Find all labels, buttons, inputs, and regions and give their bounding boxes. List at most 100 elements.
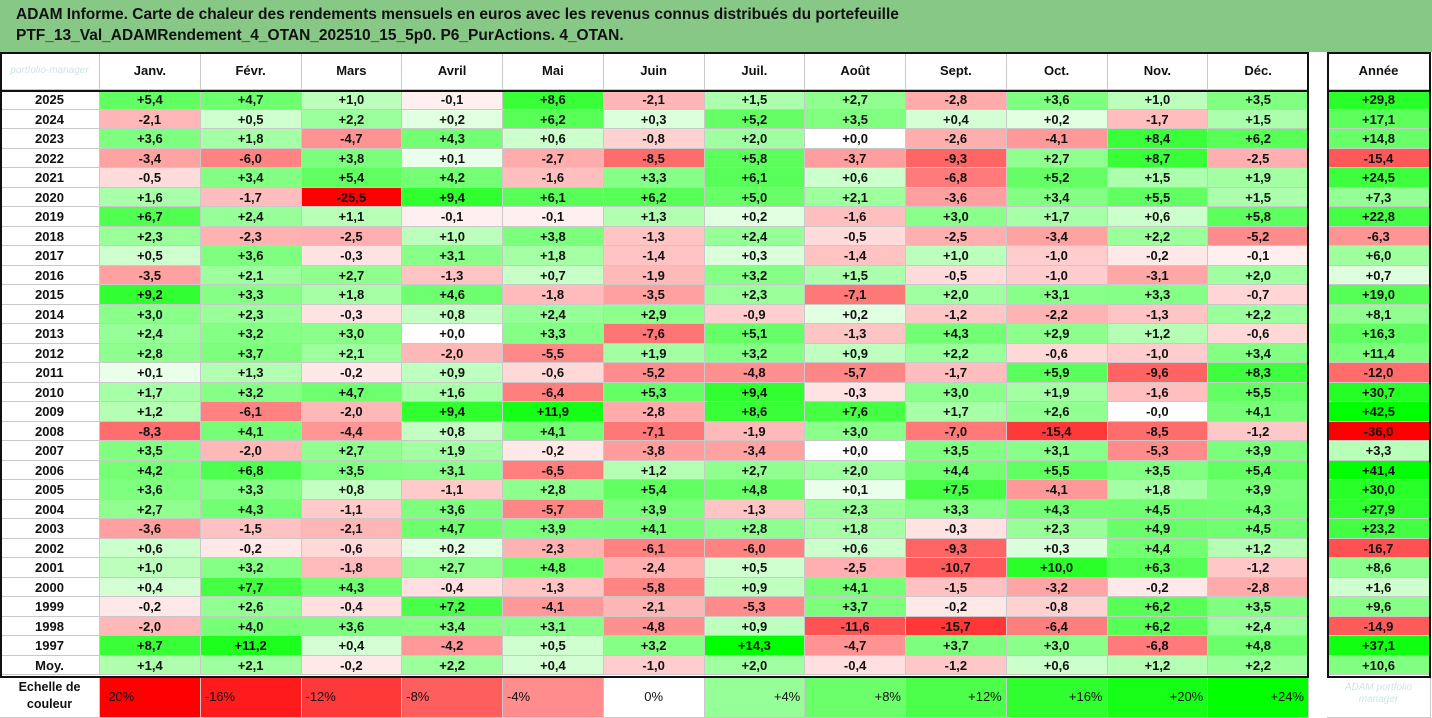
heatmap-cell: -3,4	[704, 441, 806, 461]
heatmap-cell: -2,6	[906, 129, 1007, 149]
heatmap-cell: +0,4	[301, 636, 403, 656]
average-label: Moy.	[0, 655, 100, 675]
heatmap-cell: +1,7	[1006, 207, 1108, 227]
column-header-9: Oct.	[1006, 52, 1108, 90]
heatmap-cell: -0,1	[503, 207, 604, 227]
heatmap-cell: +3,6	[100, 480, 201, 500]
heatmap-cell: -2,0	[402, 343, 503, 363]
heatmap-cell: +2,3	[805, 499, 906, 519]
heatmap-cell: -1,4	[603, 246, 705, 266]
column-header-5: Juin	[603, 52, 705, 90]
color-scale-swatch: +16%	[1006, 676, 1108, 718]
heatmap-cell: +0,5	[503, 636, 604, 656]
annual-cell: -16,7	[1327, 538, 1431, 558]
heatmap-cell: -1,5	[906, 577, 1007, 597]
heatmap-cell: -1,2	[906, 304, 1007, 324]
heatmap-cell: +4,2	[402, 168, 503, 188]
heatmap-cell: +9,2	[100, 285, 201, 305]
heatmap-cell: -5,7	[805, 363, 906, 383]
heatmap-cell: +4,8	[704, 480, 806, 500]
heatmap-cell: +3,9	[503, 519, 604, 539]
heatmap-cell: +8,4	[1107, 129, 1209, 149]
annual-cell: +17,1	[1327, 109, 1431, 129]
heatmap-cell: -1,6	[1107, 382, 1209, 402]
heatmap-cell: -0,0	[1107, 402, 1209, 422]
heatmap-cell: +0,3	[704, 246, 806, 266]
annual-cell: +30,0	[1327, 480, 1431, 500]
heatmap-cell: +0,9	[402, 363, 503, 383]
heatmap-cell: +1,8	[805, 519, 906, 539]
heatmap-cell: -9,3	[906, 148, 1007, 168]
heatmap-cell: +3,6	[200, 246, 302, 266]
heatmap-cell: -3,1	[1107, 265, 1209, 285]
heatmap-cell: +0,9	[704, 577, 806, 597]
column-header-4: Mai	[503, 52, 604, 90]
year-label: 1998	[0, 616, 100, 636]
heatmap-cell: +3,7	[805, 597, 906, 617]
heatmap-cell: +0,5	[704, 558, 806, 578]
heatmap-cell: -0,2	[906, 597, 1007, 617]
watermark-bottom-right: ADAM portfolio manager	[1327, 676, 1431, 718]
heatmap-cell: +6,1	[704, 168, 806, 188]
year-label: 2019	[0, 207, 100, 227]
heatmap-cell: -1,9	[704, 421, 806, 441]
heatmap-cell: +1,5	[805, 265, 906, 285]
heatmap-cell: +3,2	[603, 636, 705, 656]
heatmap-cell: +1,7	[906, 402, 1007, 422]
heatmap-cell: -4,2	[402, 636, 503, 656]
heatmap-cell: +3,9	[603, 499, 705, 519]
heatmap-cell: +3,3	[503, 324, 604, 344]
column-header-7: Août	[805, 52, 906, 90]
heatmap-cell: +5,8	[704, 148, 806, 168]
heatmap-cell: +0,2	[1006, 109, 1108, 129]
heatmap-cell: +2,0	[704, 129, 806, 149]
heatmap-cell: +3,7	[906, 636, 1007, 656]
heatmap-cell: -1,3	[603, 226, 705, 246]
heatmap-cell: +4,7	[301, 382, 403, 402]
heatmap-cell: +2,7	[1006, 148, 1108, 168]
column-header-3: Avril	[402, 52, 503, 90]
heatmap-cell: +1,0	[906, 246, 1007, 266]
heatmap-cell: -4,1	[1006, 480, 1108, 500]
heatmap-cell: +8,3	[1208, 363, 1309, 383]
heatmap-cell: -0,5	[906, 265, 1007, 285]
heatmap-cell: +0,3	[1006, 538, 1108, 558]
heatmap-cell: -0,1	[1208, 246, 1309, 266]
heatmap-cell: +3,5	[805, 109, 906, 129]
heatmap-cell: +3,6	[301, 616, 403, 636]
heatmap-cell: +0,5	[200, 109, 302, 129]
heatmap-cell: -0,2	[301, 363, 403, 383]
heatmap-cell: -0,8	[603, 129, 705, 149]
heatmap-cell: -3,4	[100, 148, 201, 168]
heatmap-cell: -5,2	[1208, 226, 1309, 246]
heatmap-cell: -0,2	[1107, 577, 1209, 597]
average-cell: +2,1	[200, 655, 302, 675]
heatmap-cell: +6,7	[100, 207, 201, 227]
heatmap-cell: +2,7	[301, 265, 403, 285]
heatmap-cell: -4,8	[704, 363, 806, 383]
heatmap-cell: +1,2	[100, 402, 201, 422]
heatmap-cell: +5,0	[704, 187, 806, 207]
heatmap-cell: +2,9	[1006, 324, 1108, 344]
heatmap-cell: +6,3	[1107, 558, 1209, 578]
heatmap-cell: +1,3	[603, 207, 705, 227]
heatmap-cell: +3,0	[906, 207, 1007, 227]
year-label: 2020	[0, 187, 100, 207]
heatmap-cell: -3,6	[906, 187, 1007, 207]
year-label: 2024	[0, 109, 100, 129]
heatmap-cell: +2,8	[704, 519, 806, 539]
heatmap-cell: -0,4	[301, 597, 403, 617]
heatmap-cell: +7,6	[805, 402, 906, 422]
heatmap-cell: -2,4	[603, 558, 705, 578]
heatmap-cell: +1,2	[603, 460, 705, 480]
heatmap-cell: +6,2	[503, 109, 604, 129]
heatmap-cell: +3,8	[301, 148, 403, 168]
heatmap-cell: +1,8	[301, 285, 403, 305]
heatmap-cell: +5,1	[704, 324, 806, 344]
heatmap-cell: -1,4	[805, 246, 906, 266]
heatmap-cell: +0,4	[906, 109, 1007, 129]
heatmap-cell: +4,4	[1107, 538, 1209, 558]
title-line-1: ADAM Informe. Carte de chaleur des rende…	[16, 6, 899, 23]
heatmap-cell: +4,3	[200, 499, 302, 519]
